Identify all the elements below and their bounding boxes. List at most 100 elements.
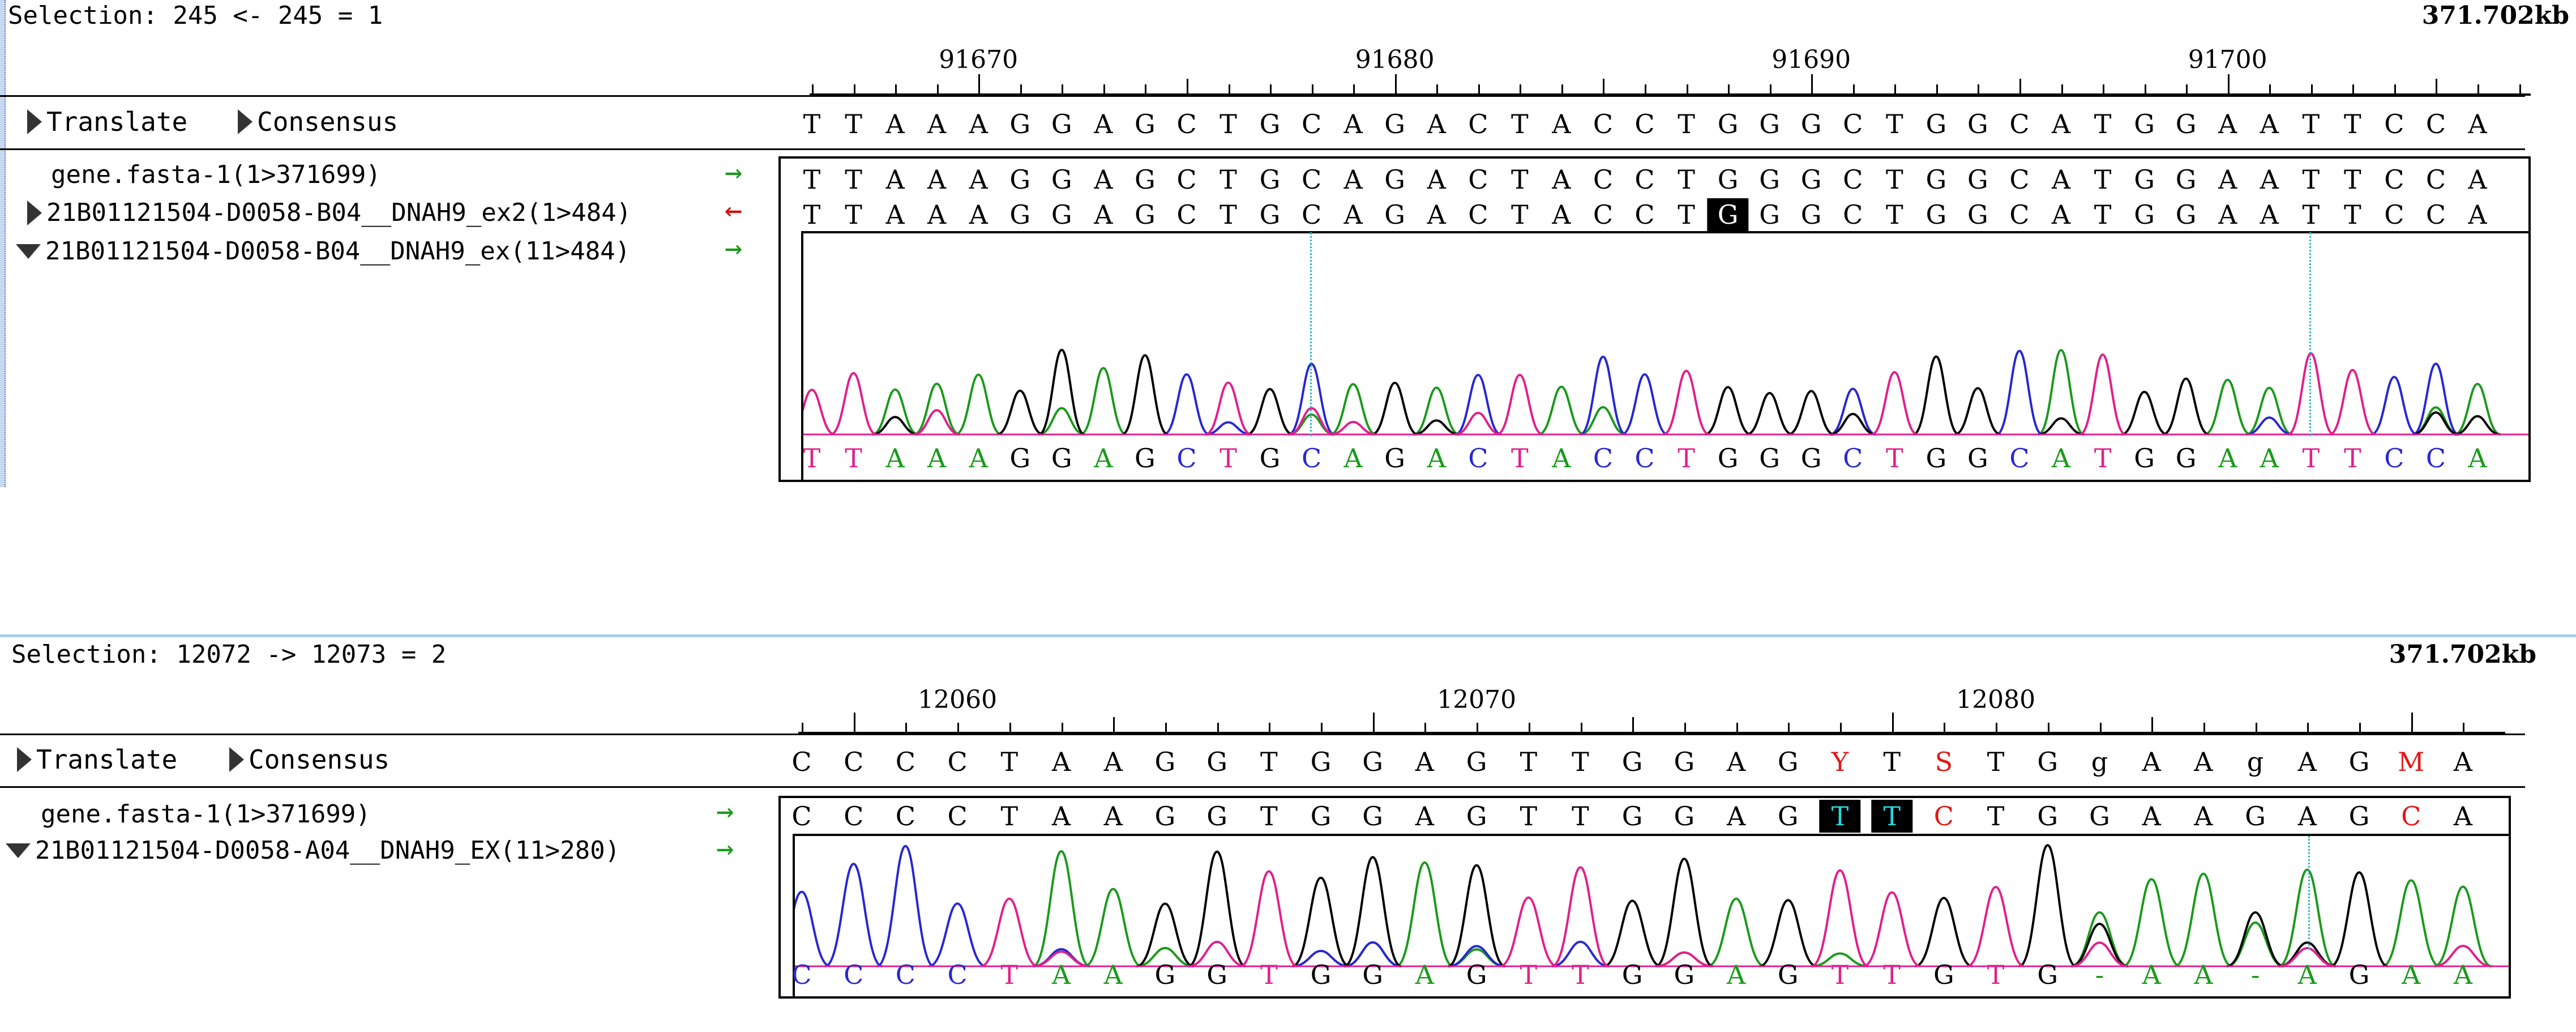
base[interactable]: A	[874, 198, 915, 231]
base[interactable]: A	[2442, 745, 2484, 778]
base[interactable]: C	[1291, 108, 1332, 140]
base[interactable]: T	[2332, 442, 2373, 475]
base[interactable]: T	[2082, 108, 2123, 140]
base[interactable]: A	[1092, 800, 1133, 833]
base[interactable]: T	[2332, 108, 2373, 140]
base[interactable]: C	[1291, 198, 1332, 231]
base[interactable]: G	[1663, 800, 1705, 833]
base[interactable]: C	[2390, 800, 2432, 833]
base[interactable]: G	[1611, 958, 1653, 991]
base[interactable]: A	[1092, 745, 1133, 778]
base[interactable]: C	[2373, 108, 2415, 140]
base[interactable]: A	[1715, 800, 1757, 833]
base[interactable]: C	[1923, 800, 1965, 833]
base[interactable]: T	[1560, 958, 1601, 991]
base[interactable]: G	[2165, 442, 2206, 475]
base[interactable]: C	[1166, 108, 1207, 140]
base[interactable]: A	[1082, 163, 1124, 196]
base[interactable]: G	[1196, 958, 1238, 991]
base[interactable]: G	[1249, 442, 1290, 475]
base[interactable]: A	[2130, 745, 2172, 778]
base[interactable]: T	[1871, 958, 1912, 991]
consensus-toggle[interactable]: Consensus	[238, 106, 398, 137]
base[interactable]: G	[1196, 800, 1238, 833]
base[interactable]: T	[2332, 163, 2373, 196]
base[interactable]: C	[936, 745, 978, 778]
base[interactable]: A	[1041, 958, 1082, 991]
base[interactable]: G	[1611, 745, 1653, 778]
base[interactable]: C	[1457, 198, 1499, 231]
base[interactable]: M	[2390, 745, 2432, 778]
base[interactable]: T	[1874, 198, 1915, 231]
base[interactable]: A	[874, 163, 915, 196]
base[interactable]: G	[2124, 442, 2165, 475]
base[interactable]: G	[1915, 442, 1957, 475]
base[interactable]: Y	[1819, 745, 1860, 778]
base[interactable]: C	[1291, 442, 1332, 475]
base[interactable]: A	[874, 442, 915, 475]
base[interactable]: A	[2442, 958, 2484, 991]
base[interactable]: A	[1416, 442, 1457, 475]
base[interactable]: T	[1560, 800, 1601, 833]
base[interactable]: G	[999, 198, 1041, 231]
base[interactable]: G	[1041, 198, 1082, 231]
base[interactable]: G	[1249, 163, 1290, 196]
base[interactable]: A	[2130, 800, 2172, 833]
base[interactable]: C	[1832, 442, 1873, 475]
base[interactable]: A	[916, 163, 957, 196]
base[interactable]: A	[916, 442, 957, 475]
base[interactable]: C	[833, 958, 874, 991]
base[interactable]: A	[957, 198, 999, 231]
base[interactable]: T	[1508, 745, 1549, 778]
base[interactable]: G	[1352, 745, 1393, 778]
base[interactable]: T	[2290, 442, 2331, 475]
base[interactable]: C	[1999, 442, 2040, 475]
base[interactable]: T	[2332, 198, 2373, 231]
base[interactable]: G	[1144, 958, 1186, 991]
base[interactable]: T	[1499, 198, 1541, 231]
base[interactable]: A	[2040, 163, 2082, 196]
base[interactable]: T	[791, 198, 832, 231]
base[interactable]: T	[1871, 745, 1912, 778]
base[interactable]: A	[2249, 198, 2290, 231]
base[interactable]: A	[2207, 442, 2248, 475]
base[interactable]: A	[1082, 108, 1124, 140]
base[interactable]: A	[1092, 958, 1133, 991]
base[interactable]: G	[2027, 958, 2068, 991]
base[interactable]: T	[1499, 163, 1541, 196]
base[interactable]: C	[1166, 163, 1207, 196]
base[interactable]: C	[781, 745, 822, 778]
base[interactable]: G	[1374, 198, 1415, 231]
base[interactable]: G	[1456, 958, 1497, 991]
base[interactable]: G	[2124, 198, 2165, 231]
base[interactable]: G	[999, 163, 1041, 196]
base[interactable]: A	[1041, 745, 1082, 778]
base[interactable]: A	[2130, 958, 2172, 991]
base[interactable]: C	[885, 745, 926, 778]
base[interactable]: A	[2040, 442, 2082, 475]
base[interactable]: C	[2415, 198, 2457, 231]
base[interactable]: G	[1249, 108, 1290, 140]
base[interactable]: G	[1957, 163, 1999, 196]
base[interactable]: A	[2287, 800, 2328, 833]
base[interactable]: G	[999, 108, 1041, 140]
base[interactable]: C	[2373, 198, 2415, 231]
base[interactable]: C	[1457, 442, 1499, 475]
base[interactable]: C	[1457, 163, 1499, 196]
base[interactable]: C	[1999, 198, 2040, 231]
base[interactable]: A	[1404, 745, 1445, 778]
base[interactable]: T	[1508, 958, 1549, 991]
base[interactable]: C	[781, 800, 822, 833]
base[interactable]: A	[2207, 108, 2248, 140]
base[interactable]: G	[1374, 108, 1415, 140]
base[interactable]: T	[1248, 958, 1290, 991]
base[interactable]: G	[1749, 198, 1790, 231]
base[interactable]: G	[1144, 745, 1186, 778]
base[interactable]: A	[1416, 108, 1457, 140]
base[interactable]: G	[1300, 958, 1341, 991]
base[interactable]: A	[916, 198, 957, 231]
base[interactable]: G	[1124, 198, 1166, 231]
base[interactable]: C	[781, 958, 822, 991]
base[interactable]: A	[1332, 198, 1373, 231]
base[interactable]: T	[1819, 800, 1860, 833]
